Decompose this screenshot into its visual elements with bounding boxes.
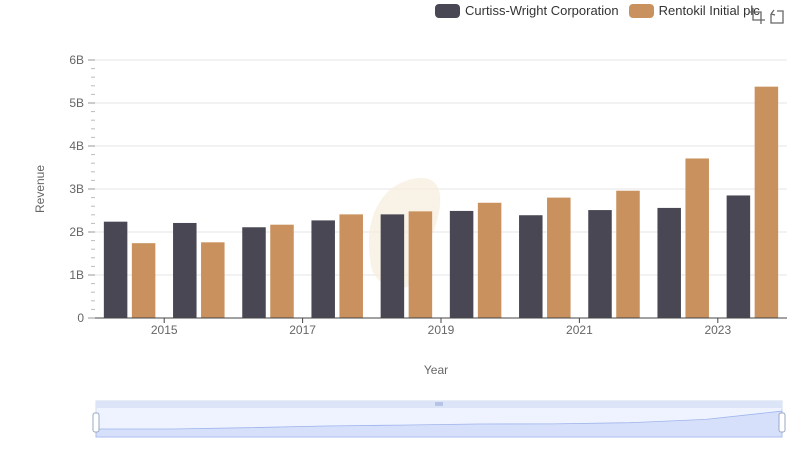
- bar-rentokil-2018[interactable]: [408, 211, 433, 318]
- bar-rentokil-2017[interactable]: [339, 214, 363, 318]
- bar-curtiss-wright-2016[interactable]: [242, 227, 266, 318]
- bar-curtiss-wright-2023[interactable]: [726, 195, 751, 318]
- toolbox: [746, 7, 786, 25]
- zoom-reset-icon[interactable]: [768, 7, 786, 25]
- bar-curtiss-wright-2017[interactable]: [311, 220, 335, 318]
- bar-rentokil-2021[interactable]: [616, 190, 640, 318]
- bar-rentokil-2016[interactable]: [270, 224, 294, 318]
- legend-item-rentokil[interactable]: Rentokil Initial plc: [628, 3, 760, 18]
- x-tick-label: 2017: [289, 323, 316, 337]
- y-minor-ticks: [91, 68, 95, 310]
- legend-label-rentokil: Rentokil Initial plc: [658, 3, 760, 18]
- legend-item-curtiss-wright[interactable]: Curtiss-Wright Corporation: [435, 3, 619, 18]
- bar-curtiss-wright-2015[interactable]: [173, 222, 197, 318]
- bar-rentokil-2023[interactable]: [754, 86, 779, 318]
- y-tick-label: 1B: [69, 268, 84, 282]
- bar-rentokil-2022[interactable]: [685, 158, 709, 318]
- x-tick-label: 2021: [566, 323, 593, 337]
- x-tick-label: 2023: [704, 323, 731, 337]
- bars[interactable]: [103, 86, 779, 318]
- bar-curtiss-wright-2021[interactable]: [588, 210, 612, 318]
- y-tick-label: 5B: [69, 96, 84, 110]
- x-tick-label: 2015: [151, 323, 178, 337]
- data-zoom-slider[interactable]: [92, 400, 786, 438]
- bar-curtiss-wright-2014[interactable]: [103, 221, 128, 318]
- x-tick-label: 2019: [428, 323, 455, 337]
- zoom-select-icon[interactable]: [748, 7, 766, 25]
- legend-swatch-curtiss-wright: [435, 3, 460, 18]
- bar-curtiss-wright-2020[interactable]: [519, 215, 543, 318]
- y-tick-label: 6B: [69, 53, 84, 67]
- y-tick-label: 4B: [69, 139, 84, 153]
- legend-swatch-rentokil: [628, 3, 654, 18]
- data-zoom-right-handle[interactable]: [778, 412, 786, 433]
- y-tick-label: 2B: [69, 225, 84, 239]
- y-axis-tick-labels: 0 1B 2B 3B 4B 5B 6B: [69, 53, 84, 325]
- bar-rentokil-2019[interactable]: [477, 202, 502, 318]
- data-zoom-preview: [95, 410, 783, 438]
- y-tick-label: 0: [77, 311, 84, 325]
- bar-curtiss-wright-2018[interactable]: [380, 214, 405, 318]
- data-zoom-grip[interactable]: [435, 402, 443, 406]
- y-axis-title: Revenue: [33, 165, 47, 213]
- legend-label-curtiss-wright: Curtiss-Wright Corporation: [465, 3, 619, 18]
- bar-rentokil-2020[interactable]: [547, 197, 571, 318]
- y-tick-label: 3B: [69, 182, 84, 196]
- bar-curtiss-wright-2022[interactable]: [657, 207, 681, 318]
- data-zoom-left-handle[interactable]: [92, 412, 100, 433]
- x-axis-title: Year: [424, 363, 448, 377]
- x-axis-tick-labels: 2015 2017 2019 2021 2023: [151, 318, 731, 337]
- bar-rentokil-2015[interactable]: [201, 242, 225, 318]
- legend: Curtiss-Wright Corporation Rentokil Init…: [435, 3, 770, 18]
- bar-curtiss-wright-2019[interactable]: [449, 210, 474, 318]
- bar-rentokil-2014[interactable]: [131, 243, 156, 318]
